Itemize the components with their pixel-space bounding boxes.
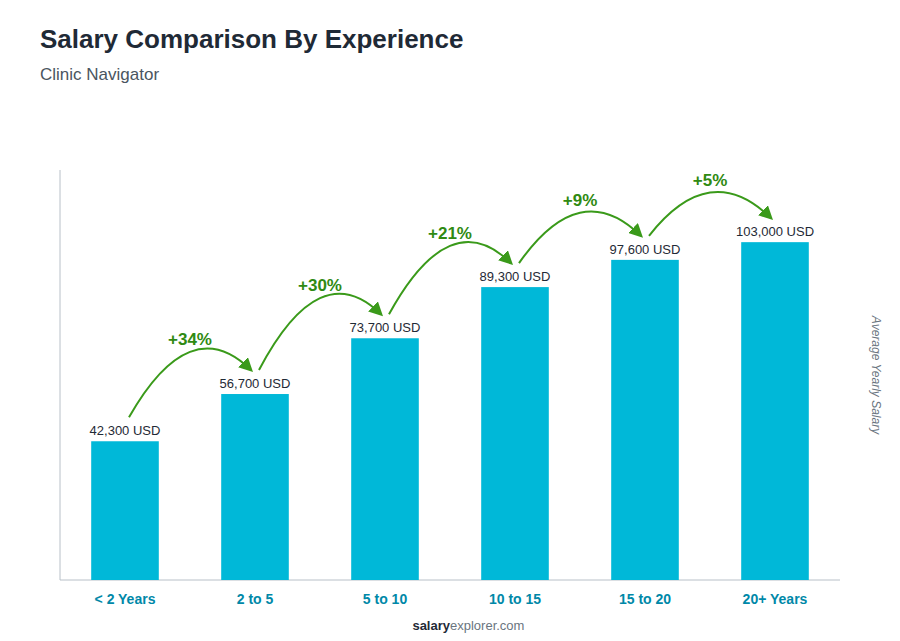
x-tick-label: 5 to 10 (363, 591, 408, 607)
x-tick-label: 10 to 15 (489, 591, 541, 607)
title: Salary Comparison By Experience (40, 24, 463, 54)
bar (221, 394, 289, 580)
bar (741, 242, 809, 580)
data-label: 89,300 USD (480, 269, 551, 284)
change-label: +30% (298, 276, 342, 295)
chart-svg: Salary Comparison By Experience Clinic Na… (0, 0, 900, 641)
change-arc (129, 348, 251, 417)
data-label: 103,000 USD (736, 224, 814, 239)
change-label: +5% (693, 171, 728, 190)
change-arc (389, 242, 511, 314)
footer: salary (412, 618, 450, 633)
bars (91, 242, 809, 580)
y-axis-line (60, 170, 61, 580)
x-tick-label: < 2 Years (95, 591, 156, 607)
subtitle: Clinic Navigator (40, 65, 159, 84)
data-label: 56,700 USD (220, 376, 291, 391)
footer: explorer.com (450, 618, 524, 633)
x-axis-line (60, 580, 840, 581)
y-axis-label: Average Yearly Salary (869, 315, 883, 435)
bar (351, 338, 419, 580)
x-tick-label: 15 to 20 (619, 591, 671, 607)
change-label: +21% (428, 224, 472, 243)
change-arc (259, 294, 381, 370)
bar (91, 441, 159, 580)
data-label: 97,600 USD (610, 242, 681, 257)
data-label: 73,700 USD (350, 320, 421, 335)
bar (611, 260, 679, 580)
x-tick-label: 20+ Years (743, 591, 808, 607)
chart-container: Salary Comparison By Experience Clinic Na… (0, 0, 900, 641)
bar (481, 287, 549, 580)
data-label: 42,300 USD (90, 423, 161, 438)
change-arc (649, 192, 771, 236)
x-tick-label: 2 to 5 (237, 591, 274, 607)
change-arc (519, 211, 641, 263)
change-label: +9% (563, 191, 598, 210)
change-label: +34% (168, 330, 212, 349)
